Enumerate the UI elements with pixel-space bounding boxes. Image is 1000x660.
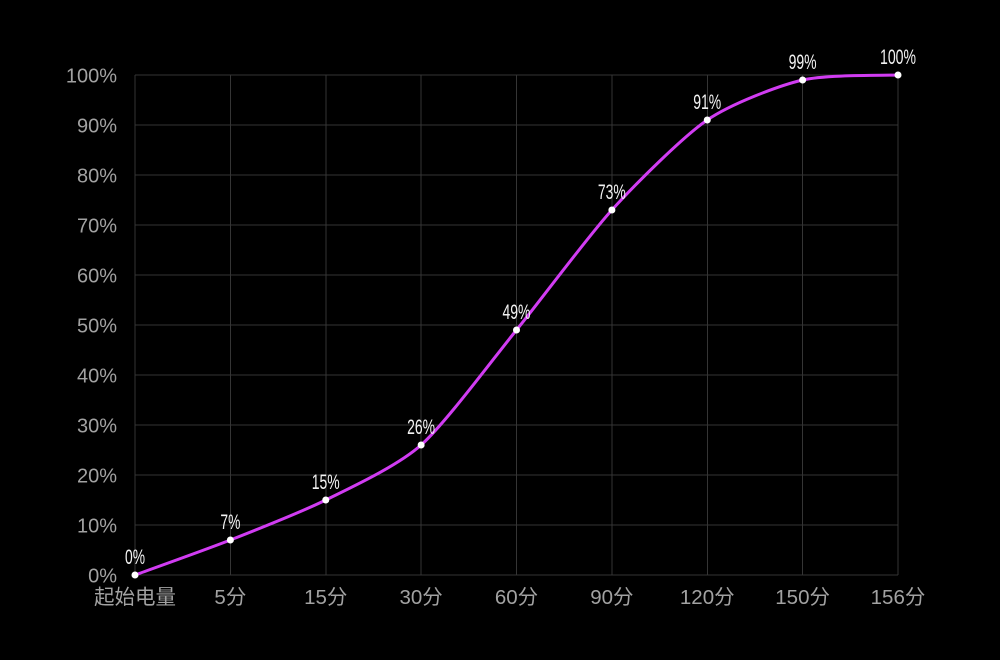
data-point-label: 99% (789, 51, 817, 74)
data-point-label: 73% (598, 181, 626, 204)
data-point-label: 100% (880, 46, 916, 69)
x-tick-label: 60分 (495, 586, 538, 609)
y-tick-label: 90% (77, 116, 117, 138)
data-point-marker (322, 496, 330, 504)
y-tick-label: 60% (77, 266, 117, 288)
y-tick-label: 70% (77, 216, 117, 238)
data-point-marker (608, 206, 616, 214)
data-point-marker (513, 326, 520, 334)
x-tick-label: 30分 (399, 586, 442, 609)
y-tick-label: 80% (77, 166, 117, 188)
y-axis-tick-labels: 0% 10% 20% 30% 40% 50% 60% 70% 80% 90% 100% (66, 66, 117, 588)
data-point-label: 0% (125, 546, 145, 569)
data-point-marker (417, 441, 425, 449)
data-point-labels: 0% 7% 15% 26% 49% 73% 91% 99% 100% (125, 46, 916, 569)
y-tick-label: 0% (88, 566, 117, 588)
y-tick-label: 10% (77, 516, 117, 538)
data-point-label: 26% (407, 416, 435, 439)
x-tick-label: 起始电量 (94, 586, 176, 609)
data-point-label: 49% (503, 301, 531, 324)
data-point-marker (799, 76, 807, 84)
data-point-markers (131, 71, 902, 579)
x-axis-tick-labels: 起始电量 5分 15分 30分 60分 90分 120分 150分 156分 (94, 586, 925, 609)
data-point-marker (703, 116, 711, 124)
x-tick-label: 90分 (590, 586, 633, 609)
data-point-marker (894, 71, 902, 79)
gridlines (134, 74, 899, 576)
data-point-label: 15% (312, 471, 340, 494)
y-tick-label: 30% (77, 416, 117, 438)
data-point-marker (131, 571, 139, 579)
x-tick-label: 156分 (871, 586, 926, 609)
x-tick-label: 5分 (214, 586, 246, 609)
x-tick-label: 150分 (775, 586, 830, 609)
data-point-marker (226, 536, 234, 544)
y-tick-label: 100% (66, 66, 117, 88)
y-tick-label: 50% (77, 316, 117, 338)
x-tick-label: 15分 (304, 586, 347, 609)
y-tick-label: 40% (77, 366, 117, 388)
x-tick-label: 120分 (680, 586, 735, 609)
data-point-label: 91% (693, 91, 721, 114)
data-point-label: 7% (220, 511, 240, 534)
y-tick-label: 20% (77, 466, 117, 488)
